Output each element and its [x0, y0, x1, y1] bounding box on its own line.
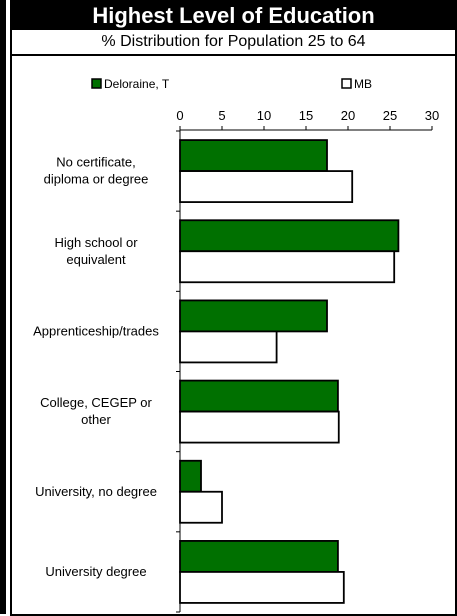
bar-0-5	[179, 540, 339, 573]
category-label-1-1: equivalent	[66, 252, 126, 267]
bar-0-2	[179, 299, 328, 333]
x-tick-label-5: 25	[383, 108, 397, 123]
bar-chart: Deloraine, T MB 0 5 10 15 20 25 30 No certificate…	[33, 77, 439, 613]
category-label-0-0: No certificate,	[56, 155, 135, 170]
bar-0-1	[179, 219, 400, 253]
left-border-strip	[0, 0, 6, 614]
chart-panel: Highest Level of Education % Distributio…	[10, 0, 457, 616]
bar-1-2	[179, 330, 278, 364]
bar-1-0	[179, 170, 354, 203]
bar-0-4	[179, 459, 202, 493]
bar-1-1	[179, 250, 396, 284]
category-label-3-0: College, CEGEP or	[40, 395, 152, 410]
bar-0-0	[179, 139, 328, 172]
category-label-5-0: University degree	[45, 564, 146, 579]
x-tick-label-4: 20	[341, 108, 355, 123]
x-tick-label-0: 0	[176, 108, 183, 123]
chart-subtitle: % Distribution for Population 25 to 64	[12, 30, 455, 56]
bar-1-5	[179, 571, 345, 604]
legend-label-0: Deloraine, T	[104, 77, 170, 91]
bar-0-3	[179, 379, 339, 413]
category-label-1-0: High school or	[54, 235, 138, 250]
x-tick-label-1: 5	[218, 108, 225, 123]
legend-swatch-0	[91, 78, 102, 89]
category-label-3-1: other	[81, 412, 111, 427]
bar-1-3	[179, 410, 340, 444]
legend-label-1: MB	[354, 77, 372, 91]
category-label-4-0: University, no degree	[35, 484, 157, 499]
bar-1-4	[179, 490, 223, 524]
x-tick-label-2: 10	[257, 108, 271, 123]
x-tick-label-3: 15	[299, 108, 313, 123]
x-tick-label-6: 30	[425, 108, 439, 123]
category-label-0-1: diploma or degree	[44, 172, 149, 187]
chart-title: Highest Level of Education	[12, 2, 455, 30]
legend-swatch-1	[341, 78, 352, 89]
category-label-2-0: Apprenticeship/trades	[33, 323, 159, 338]
